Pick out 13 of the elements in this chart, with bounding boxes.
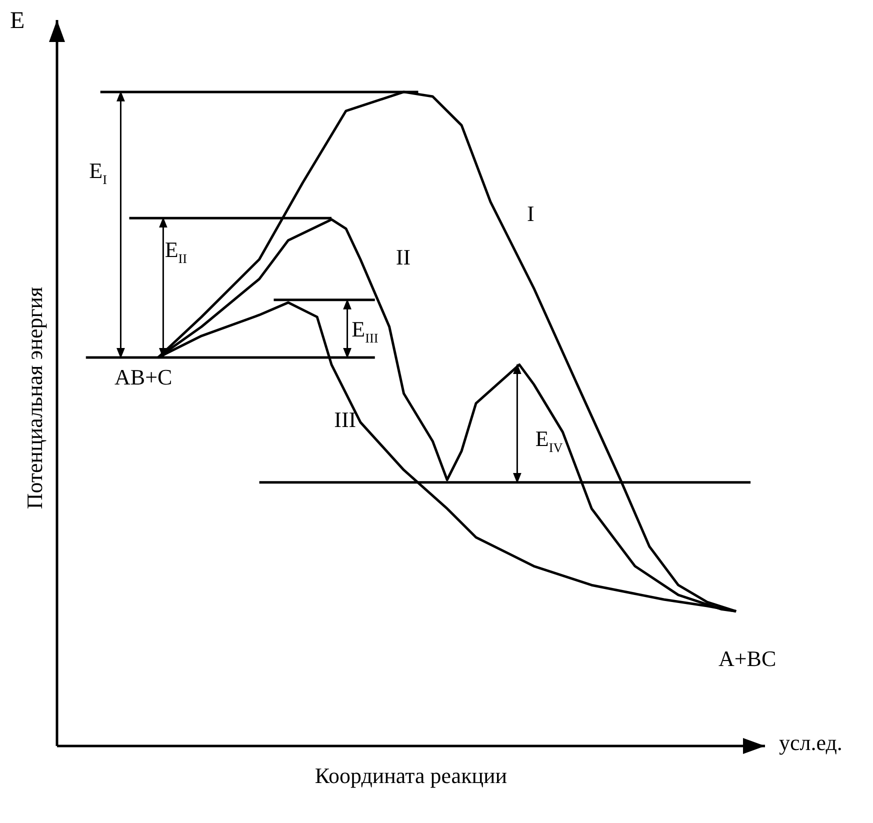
annotation: E$_{IV}$ bbox=[535, 426, 564, 455]
series-label: II bbox=[396, 244, 411, 270]
annotation: E$_{I}$ bbox=[89, 158, 107, 187]
annotation: A+BC bbox=[718, 646, 776, 672]
series-label: III bbox=[334, 407, 356, 432]
annotation: AB+C bbox=[114, 364, 172, 390]
y-axis-title: Потенциальная энергия bbox=[22, 286, 48, 510]
annotation: E$_{II}$ bbox=[164, 237, 188, 266]
x-axis-title: Координата реакции bbox=[314, 763, 508, 789]
text: E bbox=[10, 8, 25, 35]
series-label: I bbox=[526, 201, 534, 226]
text: усл.ед. bbox=[779, 730, 842, 756]
annotation: E$_{III}$ bbox=[352, 316, 378, 345]
